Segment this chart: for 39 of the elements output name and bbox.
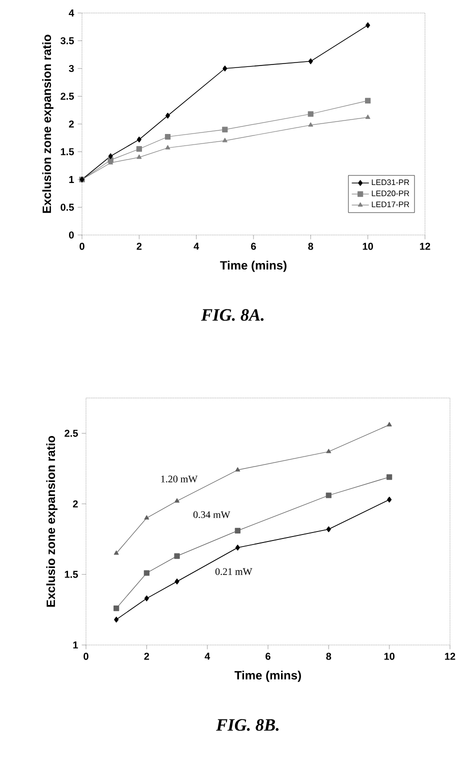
x-axis-title: Time (mins) [234,670,301,682]
y-tick-label: 2 [68,120,74,128]
y-tick-label: 1 [73,642,78,648]
y-tick-label: 2.5 [60,92,74,100]
x-tick-label: 12 [445,652,456,660]
x-tick-label: 8 [326,652,332,660]
x-tick-label: 12 [420,242,430,250]
legend-label: LED20-PR [372,190,410,196]
y-axis-title: Exclusio zone expansion ratio [46,436,58,607]
y-tick-label: 2 [72,500,78,508]
y-tick-label: 0 [69,231,74,239]
x-axis-title: Time (mins) [220,260,286,272]
x-tick-label: 8 [308,242,314,250]
y-tick-label: 1 [69,176,74,183]
x-tick-label: 6 [266,652,270,660]
y-tick-label: 2.5 [64,430,78,437]
y-tick-label: 3 [68,64,74,72]
x-tick-label: 4 [204,652,210,660]
series-label: 0.21 mW [215,568,252,576]
x-tick-label: 2 [136,242,142,250]
y-tick-label: 4 [68,10,74,16]
y-tick-label: 3.5 [60,37,74,44]
y-axis-title: Exclusion zone expansion ratio [42,34,54,213]
y-tick-label: 0.5 [60,204,74,211]
series-label: 1.20 mW [161,476,198,482]
y-tick-label: 1.5 [64,570,78,578]
x-tick-label: 10 [384,652,394,660]
x-tick-label: 6 [251,242,256,250]
caption: FIG. 8A. [201,309,264,321]
legend-label: LED31-PR [372,179,410,186]
series-label: 0.34 mW [193,511,230,518]
legend-label: LED17-PR [372,202,410,208]
x-tick-label: 0 [80,242,84,250]
y-tick-label: 1.5 [60,148,74,156]
x-tick-label: 10 [362,242,373,250]
x-tick-label: 0 [84,652,88,660]
x-tick-label: 2 [144,652,150,660]
caption: FIG. 8B. [216,719,279,731]
x-tick-label: 4 [194,242,200,250]
